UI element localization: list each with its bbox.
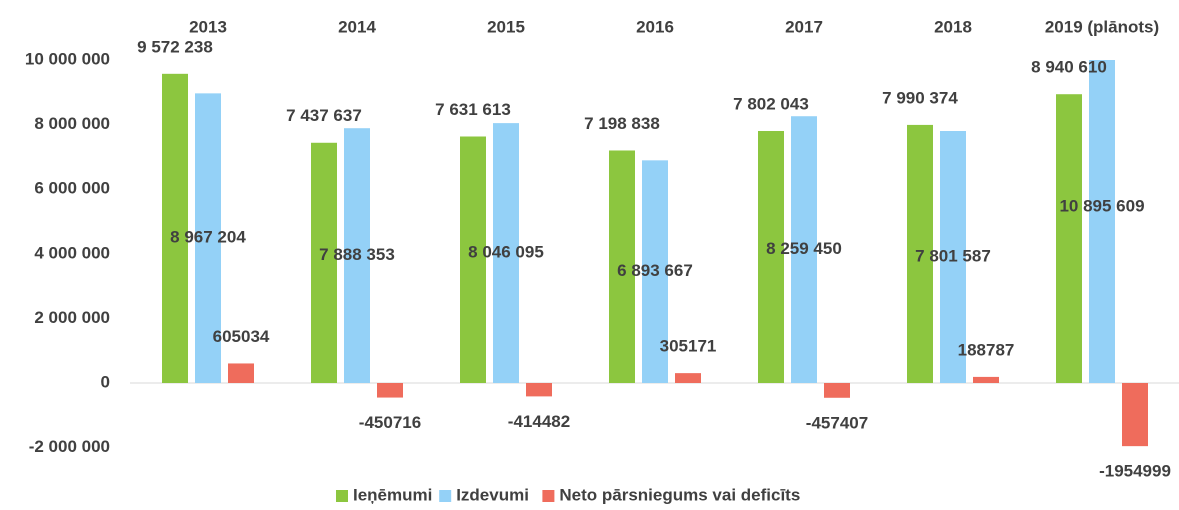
bar: [526, 383, 552, 397]
x-tick-label: 2015: [487, 17, 525, 36]
legend-swatch: [542, 490, 555, 502]
bar: [1089, 60, 1115, 383]
bar: [940, 131, 966, 383]
bar: [1122, 383, 1148, 447]
x-tick-label: 2017: [785, 17, 823, 36]
data-label: 305171: [660, 337, 717, 356]
bar: [973, 376, 999, 383]
legend-label: Izdevumi: [456, 485, 529, 504]
y-tick-label: 8 000 000: [34, 114, 110, 133]
data-label: 8 259 450: [766, 239, 842, 258]
legend-label: Ieņēmumi: [353, 485, 432, 504]
y-tick-label: 0: [101, 372, 110, 391]
legend-swatch: [439, 490, 452, 502]
bar: [907, 124, 933, 383]
legend-swatch: [336, 490, 348, 502]
bar: [824, 383, 850, 398]
data-label: 188787: [958, 340, 1015, 359]
data-label: 7 198 838: [584, 114, 660, 133]
bar: [311, 142, 337, 383]
data-label: 8 046 095: [468, 243, 544, 262]
x-tick-label: 2016: [636, 17, 674, 36]
bar: [195, 93, 221, 383]
bar: [642, 160, 668, 383]
x-tick-label: 2019 (plānots): [1045, 17, 1159, 36]
data-label: 7 990 374: [882, 88, 958, 107]
y-tick-label: -2 000 000: [29, 437, 110, 456]
bar: [758, 130, 784, 383]
data-label: 7 802 043: [733, 94, 809, 113]
bar: [228, 363, 254, 383]
data-label: 605034: [213, 327, 270, 346]
bar: [675, 373, 701, 383]
y-tick-label: 4 000 000: [34, 243, 110, 262]
bar: [1056, 94, 1082, 384]
x-tick-label: 2018: [934, 17, 972, 36]
data-label: -457407: [806, 413, 868, 432]
data-label: 8 940 610: [1031, 58, 1107, 77]
data-label: 7 437 637: [286, 106, 362, 125]
y-tick-label: 2 000 000: [34, 308, 110, 327]
data-label: 6 893 667: [617, 261, 693, 280]
bar: [493, 123, 519, 383]
bar: [609, 150, 635, 383]
data-label: 7 801 587: [915, 246, 991, 265]
bar: [460, 136, 486, 383]
bars: [162, 60, 1148, 447]
bar: [162, 73, 188, 383]
data-label: 7 888 353: [319, 245, 395, 264]
data-label: 10 895 609: [1059, 197, 1144, 216]
y-tick-label: 10 000 000: [25, 49, 110, 68]
data-label: -1954999: [1099, 462, 1171, 481]
data-label: -414482: [508, 412, 570, 431]
data-label: 7 631 613: [435, 100, 511, 119]
bar: [791, 116, 817, 384]
data-label: -450716: [359, 413, 421, 432]
bar: [344, 128, 370, 383]
bar: [377, 383, 403, 398]
y-tick-label: 6 000 000: [34, 179, 110, 198]
legend-label: Neto pārsniegums vai deficīts: [559, 485, 800, 504]
x-tick-label: 2014: [338, 17, 376, 36]
data-label: 8 967 204: [170, 228, 246, 247]
x-tick-label: 2013: [189, 17, 227, 36]
data-label: 9 572 238: [137, 37, 213, 56]
